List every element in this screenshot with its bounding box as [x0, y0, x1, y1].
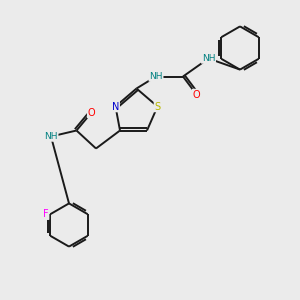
Text: NH: NH: [149, 72, 163, 81]
Text: NH: NH: [202, 54, 215, 63]
Text: O: O: [88, 107, 95, 118]
Text: NH: NH: [44, 132, 58, 141]
Text: N: N: [112, 101, 119, 112]
Text: S: S: [154, 101, 160, 112]
Text: O: O: [193, 89, 200, 100]
Text: F: F: [43, 209, 49, 219]
